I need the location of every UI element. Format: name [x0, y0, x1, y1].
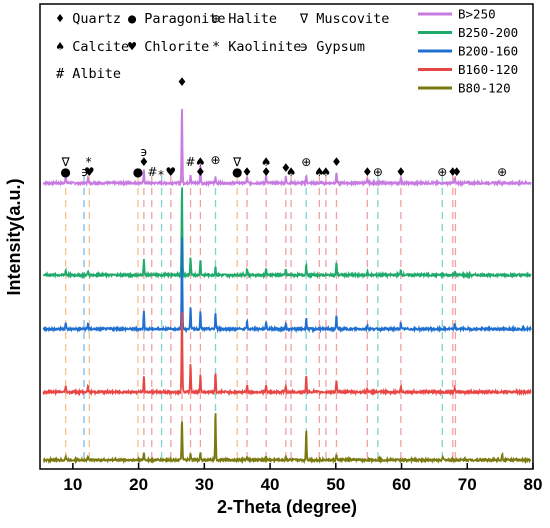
peak-marker-7: ♦	[138, 155, 149, 169]
legend-label-1: B250-200	[458, 25, 518, 40]
peak-marker-8: #	[147, 165, 157, 179]
x-tick-label-1: 20	[129, 475, 148, 494]
y-axis-title: Intensity(a.u.)	[4, 178, 24, 295]
peak-marker-12: #	[185, 155, 195, 169]
series-traces	[42, 108, 532, 465]
mineral-key-paragonite: ● Paragonite	[128, 11, 226, 27]
peak-marker-20: ♦	[261, 165, 272, 179]
x-tick-label-0: 10	[63, 475, 82, 494]
peak-marker-15: ⊕	[210, 153, 220, 167]
x-axis-ticks: 10 20 30 40 50 60 70 80	[63, 463, 542, 494]
peak-marker-18: ♦	[242, 165, 253, 179]
peak-marker-0: ∇	[61, 155, 71, 169]
mineral-key-albite: # Albite	[56, 66, 121, 82]
peak-marker-30: ⊕	[437, 165, 447, 179]
peak-marker-9: *	[158, 168, 164, 182]
x-tick-label-7: 80	[524, 475, 543, 494]
peak-marker-4: ♥	[84, 165, 95, 179]
peak-marker-28: ⊕	[373, 165, 383, 179]
peak-marker-23: ⊕	[301, 155, 311, 169]
peak-marker-21: ♦	[280, 161, 291, 175]
legend: B>250 B250-200 B200-160 B160-120 B80-120	[418, 7, 518, 96]
peak-marker-14: ♦	[195, 165, 206, 179]
mineral-key-chlorite: ♥ Chlorite	[128, 39, 209, 55]
peak-marker-3: *	[86, 155, 92, 169]
peak-marker-5: ●	[133, 165, 143, 179]
peak-marker-1: ●	[60, 165, 70, 179]
legend-label-2: B200-160	[458, 44, 518, 59]
series-line-3	[42, 311, 532, 397]
mineral-key: ♦ Quartz ● Paragonite⊕ Halite ∇ Muscovite ♠…	[56, 11, 389, 82]
reference-lines	[64, 176, 457, 462]
plot-frame	[39, 3, 534, 470]
peak-marker-25: ♠	[321, 165, 332, 179]
mineral-key-calcite: ♠ Calcite	[56, 39, 129, 55]
mineral-key-halite: ⊕ Halite	[212, 11, 277, 27]
mineral-key-muscovite: ∇ Muscovite	[299, 11, 389, 27]
mineral-key-kaolinite: * Kaolinite	[212, 39, 301, 55]
peak-marker-19: ♠	[261, 155, 272, 169]
peak-marker-13: ♠	[195, 155, 206, 169]
peak-marker-10: ♥	[165, 165, 176, 179]
peak-marker-2: ϶	[81, 165, 88, 179]
peak-marker-22: ♠	[286, 165, 297, 179]
peak-marker-32: ♦	[451, 165, 462, 179]
peak-marker-11: ♦	[177, 75, 188, 89]
legend-label-0: B>250	[458, 7, 496, 22]
peak-marker-27: ♦	[362, 165, 373, 179]
peak-marker-31: ♦	[447, 165, 458, 179]
peak-marker-33: ⊕	[497, 165, 507, 179]
series-line-2	[42, 237, 532, 334]
x-tick-label-3: 40	[261, 475, 280, 494]
mineral-key-quartz: ♦ Quartz	[56, 11, 121, 27]
peak-marker-24: ♠	[314, 165, 325, 179]
series-line-1	[42, 187, 532, 280]
mineral-key-gypsum: ϶ Gypsum	[300, 39, 365, 55]
peak-markers: ∇● ϶*♥ ●϶♦# * ♥♦# ♠♦⊕ ∇● ♦♠♦ ♦♠⊕♠♠♦♦ ⊕ ♦ ⊕ ♦♦ ⊕	[60, 75, 507, 182]
peak-marker-17: ●	[232, 165, 242, 179]
peak-marker-16: ∇	[232, 155, 242, 169]
legend-label-3: B160-120	[458, 62, 518, 77]
legend-label-4: B80-120	[458, 81, 511, 96]
x-tick-label-4: 50	[326, 475, 345, 494]
x-tick-label-6: 70	[458, 475, 477, 494]
peak-marker-26: ♦	[331, 155, 342, 169]
series-line-0	[42, 108, 532, 188]
peak-marker-29: ♦	[395, 165, 406, 179]
series-line-4	[42, 413, 532, 465]
x-tick-label-2: 30	[195, 475, 214, 494]
x-axis-title: 2-Theta (degree)	[217, 497, 357, 517]
peak-marker-6: ϶	[140, 145, 147, 159]
x-tick-label-5: 60	[392, 475, 411, 494]
